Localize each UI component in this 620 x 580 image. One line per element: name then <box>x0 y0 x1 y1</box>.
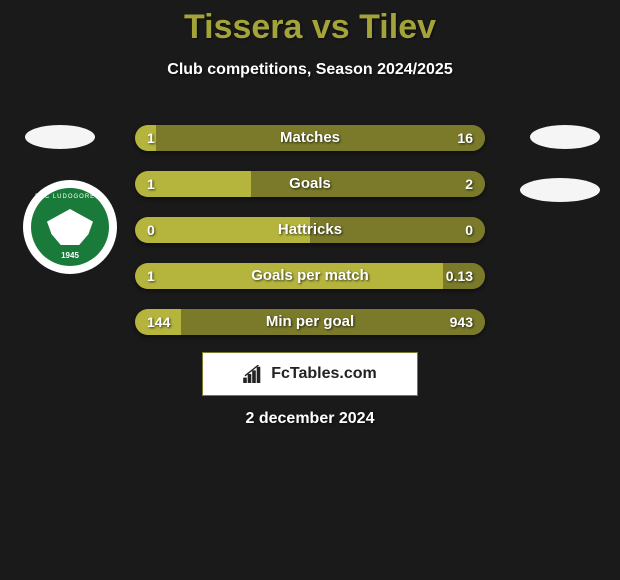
ludogorets-badge: PFC LUDOGORETS 1945 <box>31 188 109 266</box>
subtitle: Club competitions, Season 2024/2025 <box>0 61 620 79</box>
player1-name: Tissera <box>184 8 302 46</box>
club-year-text: 1945 <box>61 251 79 260</box>
player2-name: Tilev <box>359 8 436 46</box>
eagle-icon <box>47 209 93 245</box>
bar-label: Hattricks <box>135 217 485 243</box>
brand-text: FcTables.com <box>271 365 377 383</box>
bar-label: Goals per match <box>135 263 485 289</box>
stat-bar: 10.13Goals per match <box>135 263 485 289</box>
vs-text: vs <box>302 8 359 46</box>
player1-club-logo: PFC LUDOGORETS 1945 <box>23 180 117 274</box>
comparison-title: Tissera vs Tilev <box>0 0 620 47</box>
date-text: 2 december 2024 <box>0 410 620 428</box>
player2-club-logo <box>520 178 600 202</box>
stat-bar: 144943Min per goal <box>135 309 485 335</box>
brand-box: FcTables.com <box>202 352 418 396</box>
stat-bar: 116Matches <box>135 125 485 151</box>
club-name-text: PFC LUDOGORETS <box>35 194 105 200</box>
stat-bar: 00Hattricks <box>135 217 485 243</box>
bar-label: Matches <box>135 125 485 151</box>
player1-avatar <box>25 125 95 149</box>
stat-bar: 12Goals <box>135 171 485 197</box>
player2-avatar <box>530 125 600 149</box>
stats-bars: 116Matches 12Goals 00Hattricks 10.13Goals p… <box>135 125 485 355</box>
bar-label: Goals <box>135 171 485 197</box>
chart-icon <box>243 365 265 383</box>
bar-label: Min per goal <box>135 309 485 335</box>
